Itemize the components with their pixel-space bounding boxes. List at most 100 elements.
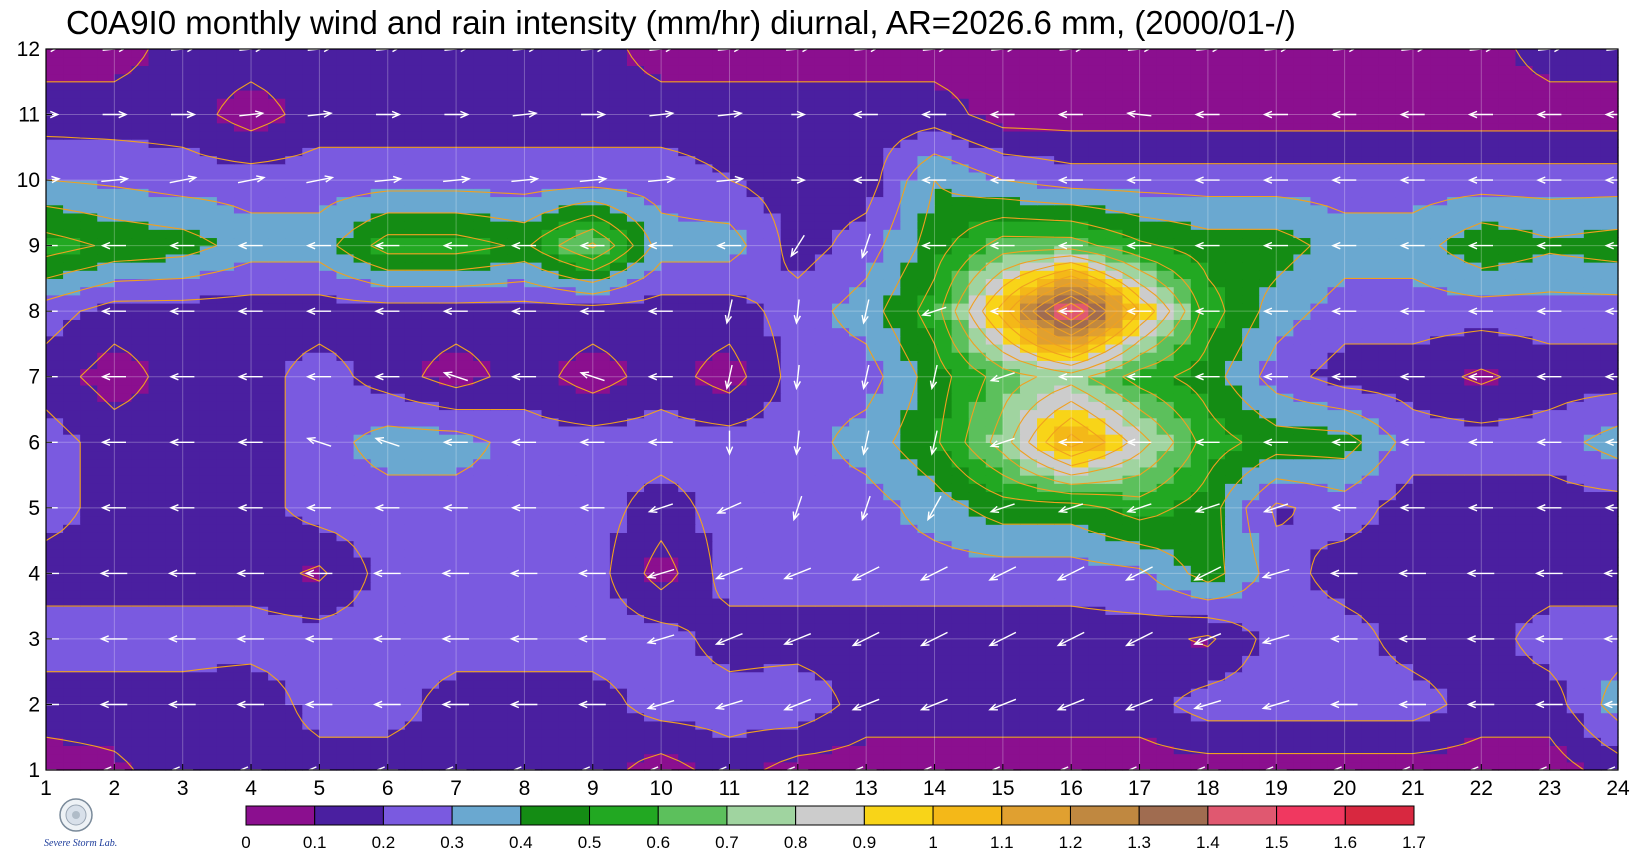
contour-cell: [46, 491, 64, 501]
contour-cell: [951, 679, 970, 689]
contour-cell: [558, 565, 577, 574]
contour-cell: [1361, 475, 1380, 484]
contour-cell: [233, 507, 252, 517]
contour-cell: [1276, 614, 1294, 624]
contour-cell: [644, 483, 662, 493]
contour-cell: [114, 352, 133, 361]
contour-cell: [849, 704, 867, 714]
contour-cell: [97, 401, 115, 411]
contour-cell: [97, 753, 115, 763]
contour-cell: [199, 638, 218, 648]
contour-cell: [1532, 589, 1551, 599]
contour-cell: [1498, 450, 1517, 460]
contour-cell: [1088, 704, 1106, 714]
contour-cell: [63, 352, 81, 361]
contour-cell: [507, 458, 526, 468]
contour-cell: [490, 737, 508, 747]
contour-cell: [285, 458, 303, 468]
contour-cell: [1190, 499, 1209, 509]
contour-cell: [1156, 638, 1175, 648]
contour-cell: [233, 466, 252, 476]
contour-cell: [507, 335, 526, 345]
contour-cell: [1225, 491, 1243, 501]
contour-cell: [336, 327, 355, 337]
contour-cell: [216, 516, 235, 525]
contour-cell: [165, 417, 184, 427]
contour-cell: [285, 401, 303, 411]
contour-cell: [1276, 491, 1294, 501]
contour-cell: [609, 647, 628, 656]
contour-cell: [1481, 745, 1499, 755]
contour-cell: [1378, 729, 1397, 738]
contour-cell: [404, 663, 423, 673]
contour-cell: [541, 442, 560, 452]
contour-cell: [541, 745, 560, 755]
contour-cell: [763, 417, 782, 427]
contour-cell: [1088, 712, 1106, 722]
contour-cell: [1293, 499, 1312, 509]
contour-cell: [507, 704, 526, 714]
contour-cell: [1259, 761, 1277, 771]
contour-cell: [1037, 614, 1055, 624]
contour-cell: [644, 409, 662, 419]
contour-cell: [712, 458, 731, 468]
contour-cell: [1259, 466, 1277, 476]
contour-cell: [1054, 655, 1072, 665]
contour-cell: [1412, 556, 1431, 566]
contour-cell: [849, 548, 867, 558]
contour-cell: [1225, 606, 1243, 615]
contour-cell: [148, 458, 167, 468]
contour-cell: [712, 516, 731, 525]
contour-cell: [1549, 630, 1568, 640]
contour-cell: [746, 401, 765, 411]
contour-cell: [336, 466, 355, 476]
contour-cell: [1481, 458, 1499, 468]
contour-cell: [592, 393, 611, 402]
contour-cell: [1002, 507, 1021, 517]
contour-cell: [1071, 352, 1089, 361]
contour-cell: [473, 589, 491, 599]
contour-cell: [182, 360, 201, 370]
contour-cell: [233, 589, 252, 599]
contour-cell: [319, 704, 338, 714]
contour-cell: [1566, 655, 1585, 665]
contour-cell: [456, 327, 474, 337]
contour-cell: [1054, 368, 1072, 378]
contour-cell: [712, 352, 731, 361]
contour-cell: [1395, 516, 1414, 525]
contour-cell: [661, 696, 679, 706]
contour-cell: [866, 655, 884, 665]
contour-cell: [985, 720, 1004, 730]
contour-cell: [1583, 761, 1602, 771]
contour-cell: [1156, 360, 1175, 370]
contour-cell: [644, 655, 662, 665]
contour-cell: [832, 688, 850, 697]
contour-cell: [46, 409, 64, 419]
contour-cell: [387, 417, 406, 427]
contour-cell: [1412, 663, 1431, 673]
contour-cell: [1327, 458, 1346, 468]
contour-cell: [1412, 343, 1431, 353]
contour-cell: [80, 425, 98, 435]
contour-cell: [473, 540, 491, 550]
contour-cell: [131, 745, 150, 755]
contour-cell: [80, 688, 98, 697]
contour-cell: [1498, 663, 1517, 673]
contour-cell: [866, 647, 884, 656]
contour-cell: [1447, 712, 1465, 722]
contour-cell: [148, 761, 167, 771]
contour-cell: [233, 540, 252, 550]
contour-cell: [387, 565, 406, 574]
contour-cell: [763, 368, 782, 378]
contour-cell: [1037, 565, 1055, 574]
contour-cell: [592, 720, 611, 730]
contour-cell: [849, 368, 867, 378]
contour-cell: [1498, 729, 1517, 738]
contour-cell: [985, 475, 1004, 484]
contour-cell: [251, 671, 269, 681]
contour-cell: [336, 335, 355, 345]
contour-cell: [1412, 581, 1431, 591]
contour-cell: [695, 704, 713, 714]
contour-cell: [780, 729, 799, 738]
contour-cell: [370, 507, 389, 517]
